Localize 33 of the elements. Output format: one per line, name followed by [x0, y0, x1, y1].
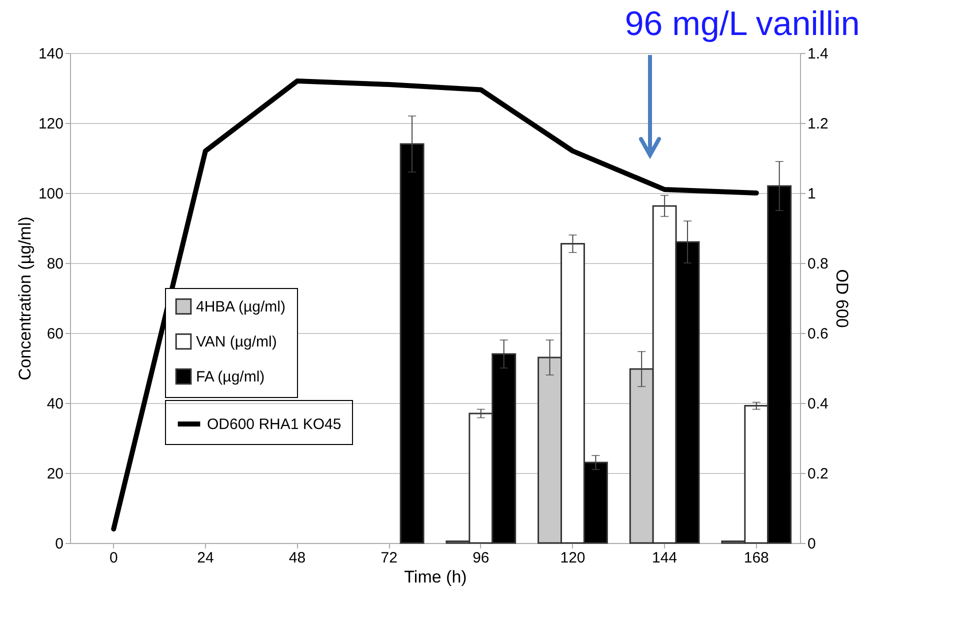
legend-label: FA (µg/ml) [196, 368, 265, 386]
legend-label: 4HBA (µg/ml) [196, 298, 286, 316]
x-tick-label: 144 [652, 550, 678, 566]
bar [400, 143, 424, 544]
y2-tick-label: 0 [808, 536, 816, 552]
y2-tick-label: 1 [808, 186, 816, 202]
text: 96 mg/L vanillin [624, 5, 860, 43]
y-tick-label: 0 [55, 536, 64, 552]
x-tick-label: 72 [380, 550, 398, 566]
x-axis-title: Time (h) [404, 568, 467, 586]
y-tick-label: 140 [38, 46, 64, 62]
y2-tick-label: 0.6 [808, 326, 828, 342]
x-tick-label: 24 [197, 550, 214, 566]
y-axis-title: Concentration (µg/ml) [15, 216, 34, 380]
y2-tick-label: 0.4 [808, 396, 828, 412]
x-tick-label: 0 [109, 550, 118, 566]
y-tick-label: 40 [46, 396, 64, 412]
y-tick-label: 120 [38, 116, 64, 132]
x-tick-label: 96 [472, 550, 490, 566]
y-tick-label: 60 [46, 326, 64, 342]
y-tick-label: 20 [46, 466, 64, 482]
y2-axis-title: OD 600 [832, 269, 852, 328]
legend-label: VAN (µg/ml) [196, 334, 277, 350]
legend-label: OD600 RHA1 KO45 [207, 416, 342, 433]
x-tick-label: 48 [288, 550, 306, 566]
x-tick-label: 168 [744, 550, 769, 566]
y2-tick-label: 1.4 [808, 46, 828, 62]
x-tick-label: 120 [560, 550, 586, 566]
y2-tick-label: 0.2 [808, 466, 828, 482]
y-tick-label: 100 [38, 186, 64, 202]
y2-tick-label: 0.8 [808, 256, 828, 272]
y-tick-label: 80 [46, 256, 64, 272]
y2-tick-label: 1.2 [808, 116, 828, 132]
